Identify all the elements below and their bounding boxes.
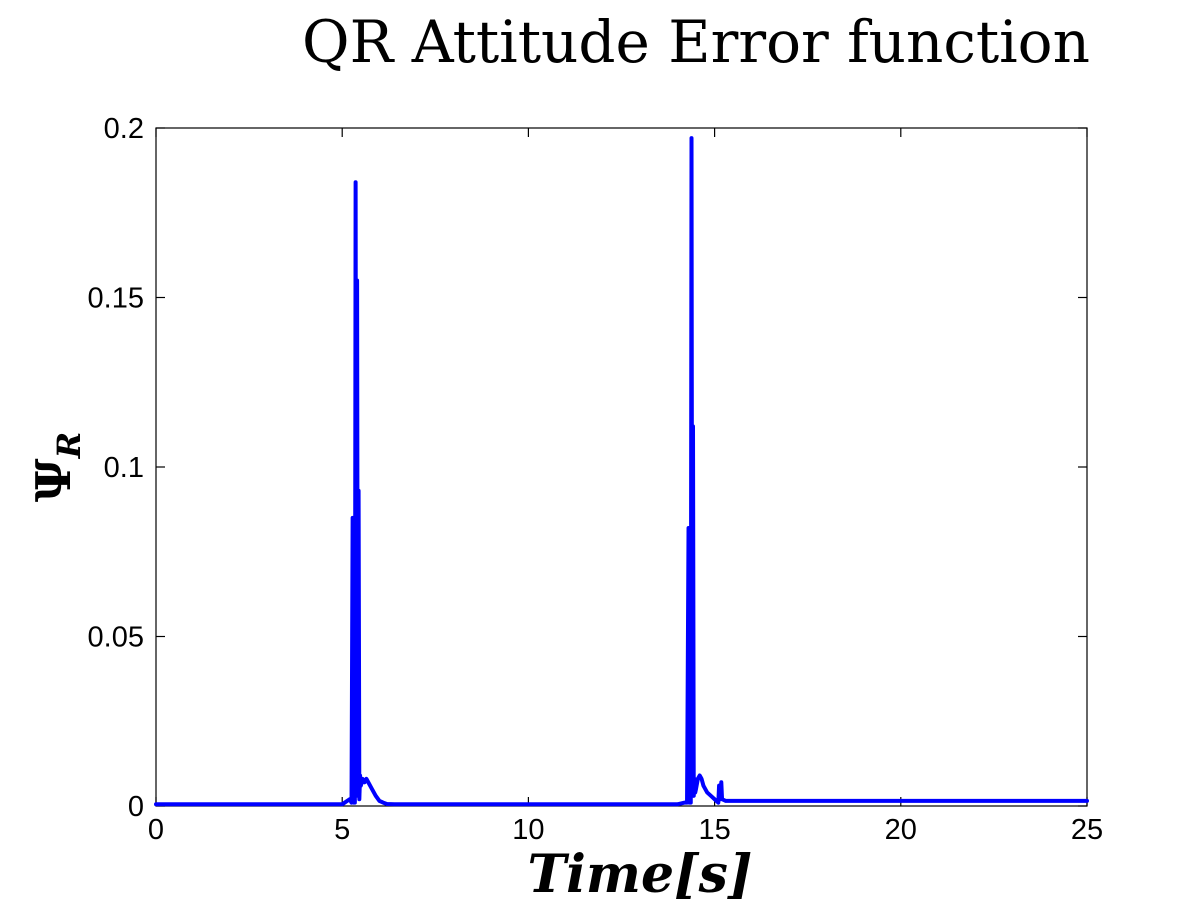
x-tick-label: 0 (148, 814, 164, 846)
x-tick-label: 15 (698, 814, 730, 846)
y-axis-label-subscript: R (50, 432, 88, 460)
x-tick-label: 20 (885, 814, 917, 846)
y-tick-label: 0.05 (88, 622, 144, 654)
y-tick-label: 0 (128, 791, 144, 823)
y-tick-label: 0.15 (88, 283, 144, 315)
series-line (154, 136, 1089, 807)
y-tick-label: 0.1 (104, 452, 144, 484)
y-axis-label-group: ΨR (26, 432, 88, 502)
x-tick-label: 25 (1071, 814, 1103, 846)
x-tick-label: 10 (512, 814, 544, 846)
plot-area (155, 127, 1088, 807)
svg-text:ΨR: ΨR (26, 432, 88, 502)
x-tick-label: 5 (334, 814, 350, 846)
series-layer (154, 136, 1089, 807)
chart-title: QR Attitude Error function (302, 8, 1090, 76)
y-axis-label: Ψ (26, 458, 82, 502)
x-axis-label: Time[s] (527, 844, 752, 901)
y-tick-label: 0.2 (104, 113, 144, 145)
